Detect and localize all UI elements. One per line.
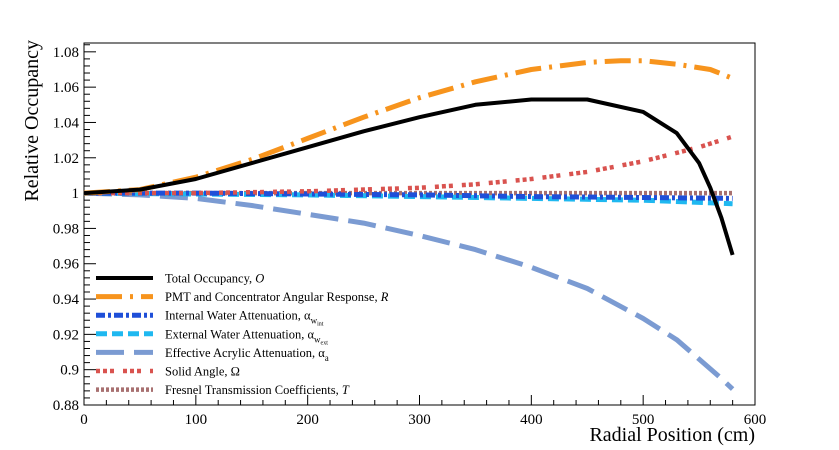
x-tick-label: 500 bbox=[632, 412, 655, 428]
legend: Total Occupancy, O PMT and Concentrator A… bbox=[96, 272, 389, 397]
y-tick-label: 0.92 bbox=[53, 327, 79, 343]
y-tick-label: 1.04 bbox=[53, 115, 80, 131]
x-tick-label: 0 bbox=[80, 412, 88, 428]
y-tick-label: 1 bbox=[72, 186, 80, 202]
legend-entry-fresnel-transmission-coefficients: Fresnel Transmission Coefficients, T bbox=[165, 383, 350, 397]
x-axis-title: Radial Position (cm) bbox=[589, 424, 755, 446]
legend-entry-internal-water-attenuation: Internal Water Attenuation, αwint bbox=[165, 309, 324, 328]
y-tick-label: 0.96 bbox=[53, 257, 80, 273]
x-tick-label: 600 bbox=[744, 412, 767, 428]
series-line-pmt-and-concentrator-angular-response bbox=[83, 58, 734, 196]
y-tick-label: 0.9 bbox=[60, 363, 79, 379]
x-tick-label: 100 bbox=[185, 412, 208, 428]
y-tick-label: 1.06 bbox=[53, 80, 80, 96]
y-tick-label: 0.94 bbox=[53, 292, 80, 308]
y-axis-title: Relative Occupancy bbox=[21, 40, 43, 202]
legend-entry-total-occupancy: Total Occupancy, O bbox=[165, 272, 264, 286]
x-tick-label: 200 bbox=[296, 412, 319, 428]
y-tick-label: 0.88 bbox=[53, 398, 79, 414]
x-tick-label: 400 bbox=[520, 412, 543, 428]
axes-layer: 0 100 200 300 400 500 600 0.88 0.9 0.92 0.94 0.96 0.… bbox=[53, 44, 767, 428]
y-tick-label: 1.08 bbox=[53, 45, 79, 61]
series-line-solid-angle bbox=[84, 134, 734, 196]
legend-entry-solid-angle: Solid Angle, Ω bbox=[165, 365, 240, 379]
legend-entry-external-water-attenuation: External Water Attenuation, αwext bbox=[165, 327, 328, 346]
legend-entry-pmt-and-concentrator-angular-response: PMT and Concentrator Angular Response, R bbox=[165, 290, 389, 304]
x-tick-label: 300 bbox=[408, 412, 431, 428]
y-tick-label: 1.02 bbox=[53, 151, 79, 167]
series-line-total-occupancy bbox=[83, 97, 735, 256]
legend-entry-effective-acrylic-attenuation: Effective Acrylic Attenuation, αa bbox=[165, 346, 329, 363]
series-layer bbox=[83, 58, 735, 391]
series-line-effective-acrylic-attenuation bbox=[83, 190, 735, 391]
y-tick-label: 0.98 bbox=[53, 221, 79, 237]
